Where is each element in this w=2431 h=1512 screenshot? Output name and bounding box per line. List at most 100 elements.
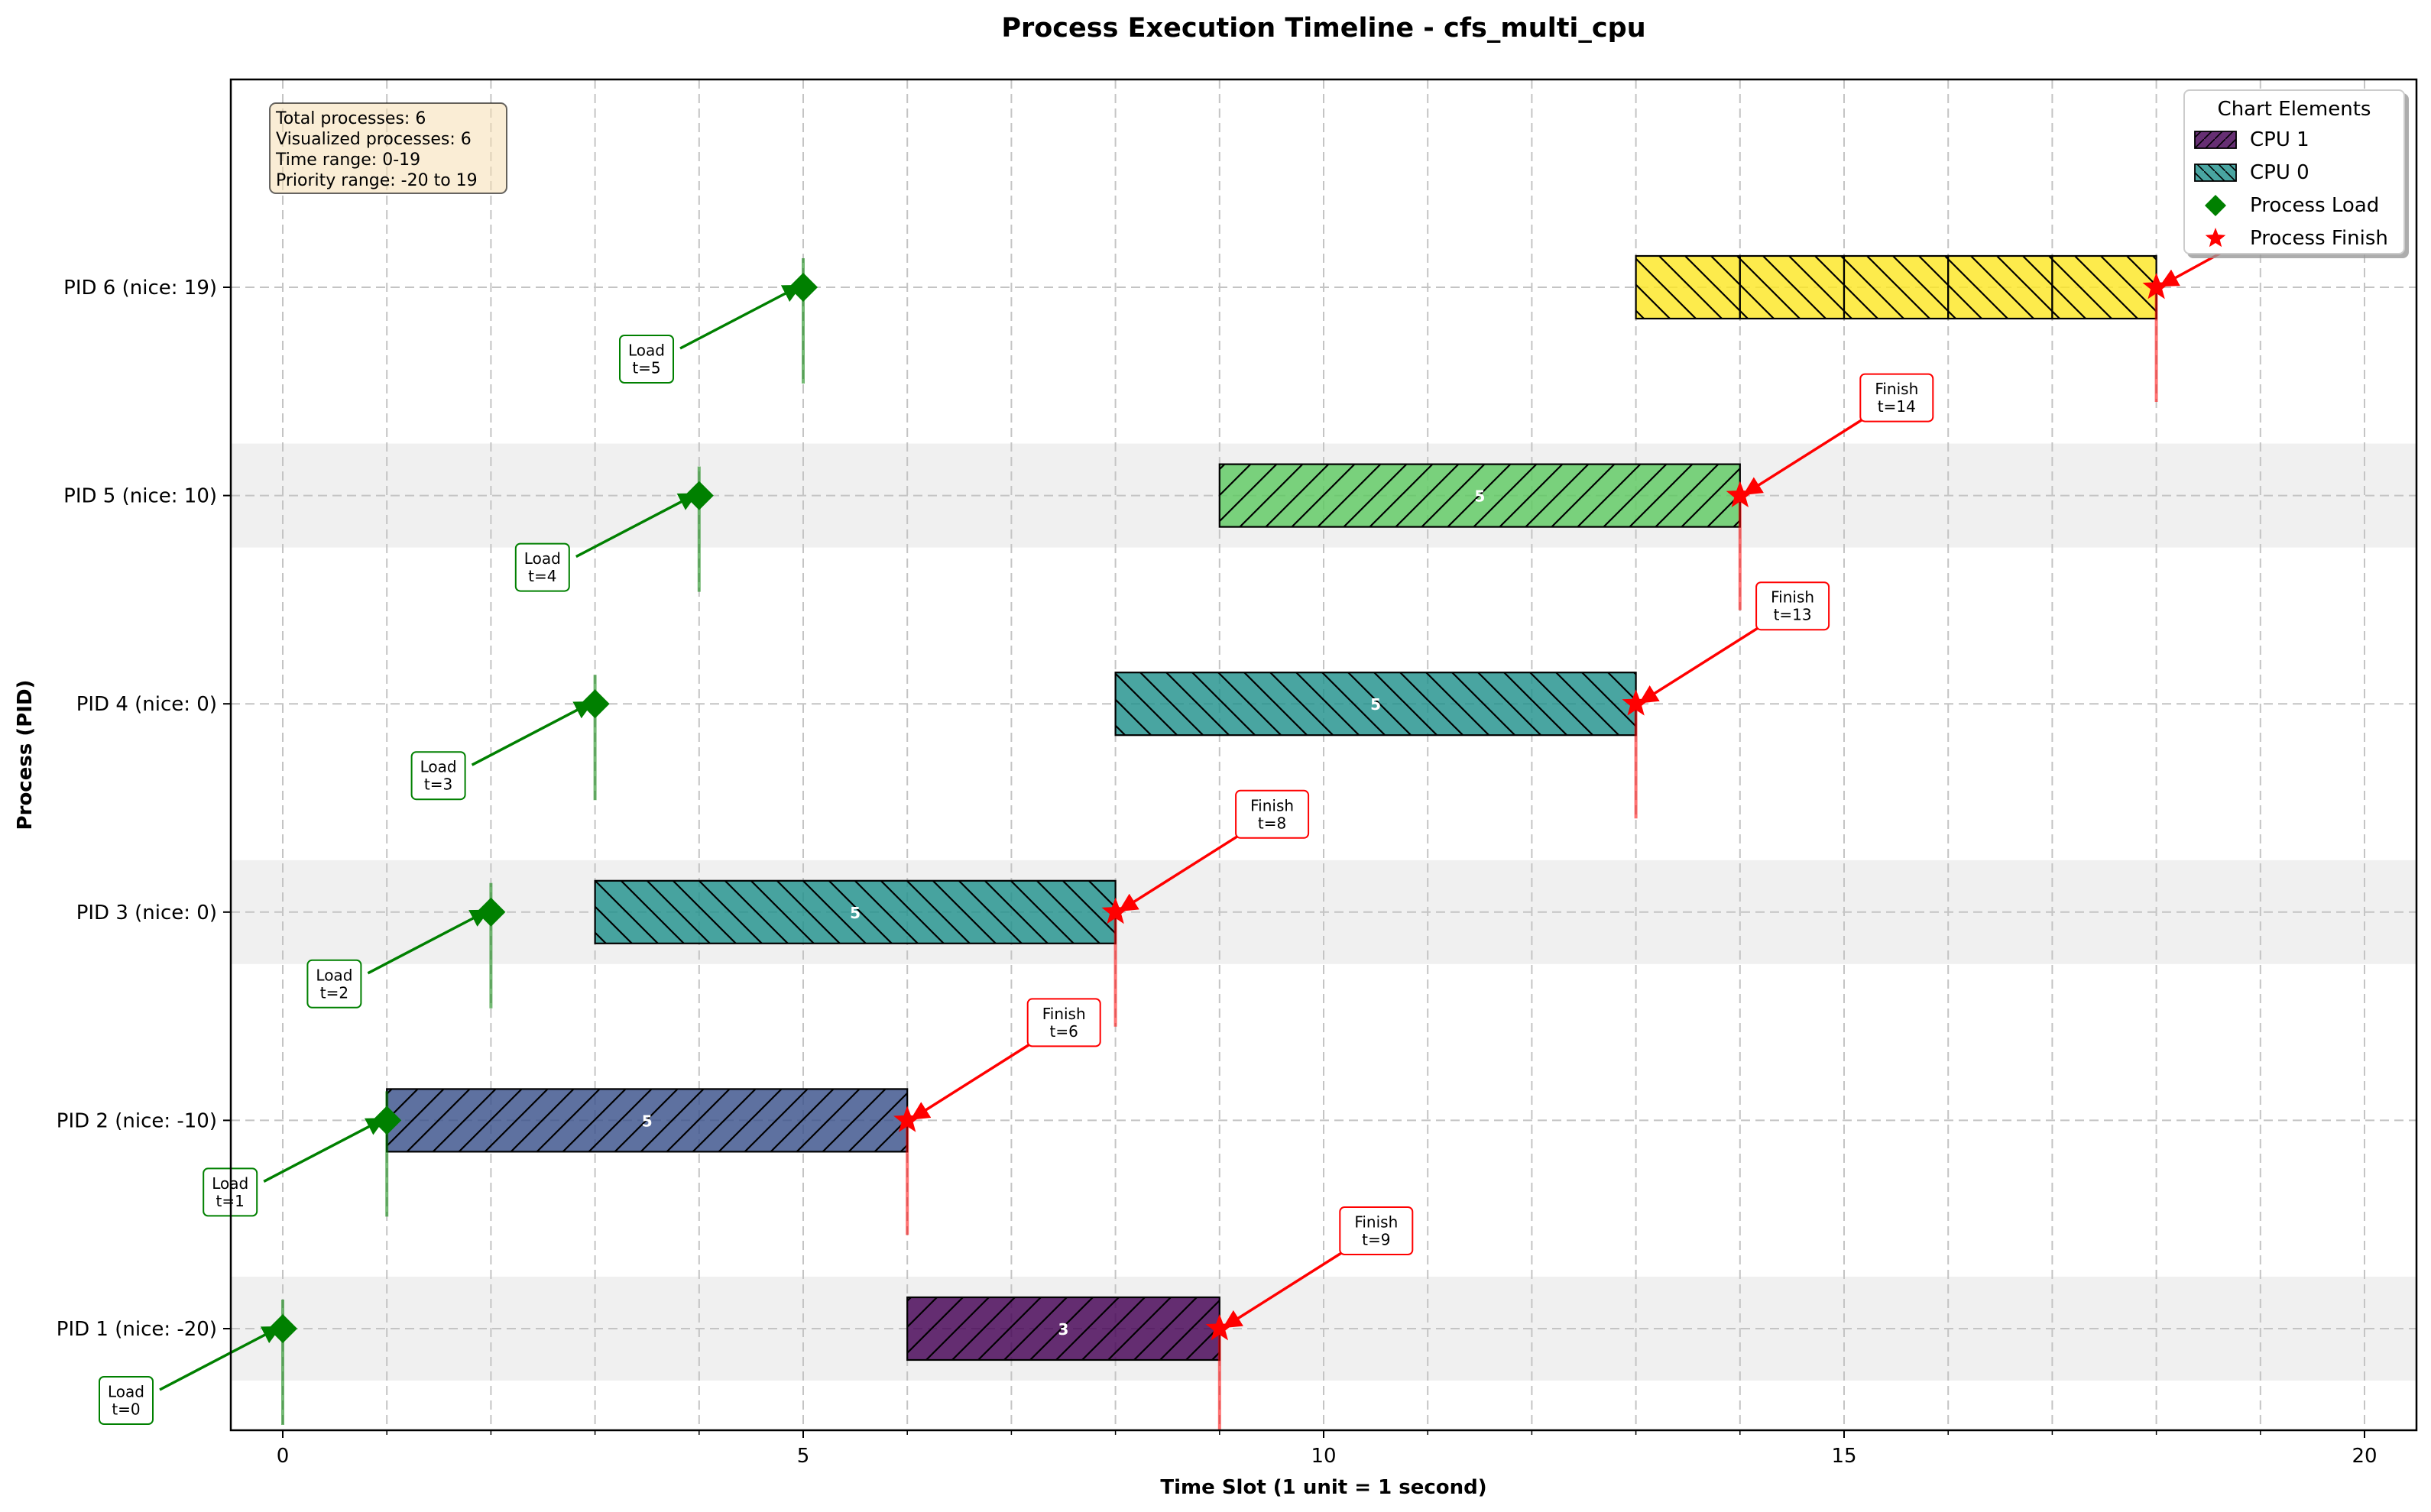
- load-label-box: [619, 335, 674, 384]
- segment-duration-label: 5: [850, 904, 861, 922]
- cpu-segment-hatch: [1635, 254, 1741, 320]
- load-diamond-marker: [372, 1106, 402, 1135]
- load-label-box: [99, 1376, 154, 1425]
- x-tick-label: 20: [2352, 1445, 2377, 1468]
- finish-star-marker: [893, 1106, 922, 1132]
- load-arrow: [159, 1326, 282, 1391]
- load-label-text-line: Load: [108, 1383, 144, 1401]
- finish-label-text-line: Finish: [1354, 1213, 1398, 1232]
- cpu-segment-hatch: [594, 879, 1117, 944]
- segment-duration-label: 5: [642, 1112, 653, 1130]
- y-tick-label: PID 3 (nice: 0): [76, 902, 217, 924]
- load-label-text: Load t=3: [420, 758, 457, 794]
- finish-arrow: [2159, 249, 2226, 287]
- finish-label-text-line: Finish: [1875, 380, 1918, 398]
- info-box-line: Total processes: 6: [275, 109, 426, 128]
- load-diamond-marker: [268, 1314, 297, 1343]
- finish-arrow: [1118, 834, 1240, 912]
- info-box-line: Time range: 0-19: [275, 151, 420, 170]
- load-label-text: Load t=5: [628, 342, 665, 377]
- load-annotation: Load t=5: [619, 284, 802, 384]
- legend-swatch-hatch: [2194, 131, 2237, 149]
- load-arrow: [471, 701, 594, 766]
- finish-annotation: [2159, 249, 2226, 287]
- finish-label-text-line: Finish: [1771, 588, 1814, 607]
- legend-title: Chart Elements: [2218, 98, 2371, 121]
- finish-star-marker: [1726, 481, 1754, 507]
- load-diamond-marker: [684, 481, 714, 510]
- finish-label-text-line: t=6: [1050, 1022, 1078, 1041]
- finish-label-text-line: t=14: [1878, 397, 1916, 416]
- load-annotation: Load t=4: [514, 493, 698, 592]
- x-tick-label: 5: [797, 1445, 810, 1468]
- finish-label-text: Finish t=6: [1042, 1005, 1086, 1041]
- info-box: Total processes: 6 Visualized processes: …: [269, 102, 507, 194]
- load-label-text: Load t=4: [524, 549, 561, 585]
- load-arrow: [679, 284, 802, 350]
- load-annotation: Load t=2: [306, 909, 490, 1009]
- finish-arrow: [1222, 1251, 1344, 1329]
- legend-entry-label: CPU 0: [2250, 161, 2309, 184]
- load-label-text-line: Load: [628, 342, 665, 360]
- load-diamond-marker: [580, 689, 610, 719]
- load-diamond-marker: [789, 273, 818, 302]
- segment-duration-label: 5: [1370, 695, 1381, 714]
- finish-label-text: Finish t=13: [1771, 588, 1814, 624]
- finish-star-marker: [2142, 273, 2170, 299]
- finish-label-box: [1026, 998, 1101, 1047]
- load-annotation: Load t=3: [410, 701, 594, 801]
- finish-label-text-line: t=9: [1362, 1231, 1390, 1249]
- x-tick-label: 0: [277, 1445, 290, 1468]
- finish-arrow: [1638, 626, 1760, 704]
- load-arrow: [575, 493, 698, 559]
- finish-annotation: Finish t=14: [1742, 373, 1934, 496]
- x-tick-label: 15: [1831, 1445, 1856, 1468]
- finish-star-marker: [1101, 897, 1130, 924]
- legend-finish-star: [2205, 228, 2226, 248]
- load-label-text-line: t=3: [424, 775, 452, 794]
- y-tick-label: PID 6 (nice: 19): [63, 277, 217, 299]
- legend-frame: [2183, 89, 2405, 254]
- cpu-segment-hatch: [1218, 463, 1741, 528]
- finish-annotation: Finish t=6: [910, 998, 1101, 1120]
- finish-star-marker: [1205, 1314, 1233, 1341]
- load-annotation: Load t=0: [99, 1326, 282, 1425]
- info-box-line: Priority range: -20 to 19: [276, 171, 478, 190]
- load-label-text-line: t=5: [632, 359, 660, 377]
- cpu-segment-hatch: [2051, 254, 2157, 320]
- info-box-frame: [269, 102, 507, 194]
- finish-label-text-line: t=8: [1258, 814, 1286, 832]
- finish-label-box: [1755, 581, 1830, 631]
- info-box-line: Visualized processes: 6: [276, 130, 472, 149]
- chart-title: Process Execution Timeline - cfs_multi_c…: [1001, 13, 1645, 44]
- cpu-segment-hatch: [386, 1088, 909, 1153]
- load-label-text-line: Load: [316, 966, 352, 984]
- legend-entry-label: CPU 1: [2250, 128, 2309, 151]
- segment-duration-label: 5: [1474, 487, 1485, 506]
- cpu-segment-hatch: [1843, 254, 1950, 320]
- load-label-text-line: t=2: [320, 983, 348, 1002]
- legend-load-diamond: [2205, 195, 2226, 216]
- finish-arrow: [910, 1042, 1032, 1120]
- y-tick-label: PID 2 (nice: -10): [57, 1109, 217, 1132]
- load-label-text-line: t=4: [528, 567, 556, 585]
- legend-entry-label: Process Finish: [2250, 227, 2388, 250]
- finish-label-box: [1339, 1206, 1414, 1255]
- load-label-text: Load t=0: [108, 1383, 144, 1419]
- finish-label-text-line: t=13: [1774, 606, 1812, 624]
- finish-star-marker: [1622, 689, 1650, 716]
- legend: Chart Elements CPU 1 CPU 0 Process Load Proc…: [2183, 89, 2405, 254]
- load-label-box: [514, 542, 570, 592]
- load-diamond-marker: [476, 897, 506, 927]
- finish-label-text: Finish t=14: [1875, 380, 1918, 416]
- x-tick-label: 10: [1311, 1445, 1336, 1468]
- legend-swatch-hatch: [2194, 164, 2237, 182]
- load-arrow: [367, 909, 490, 975]
- finish-label-text: Finish t=8: [1250, 796, 1294, 832]
- cpu-segment-hatch: [1114, 672, 1637, 737]
- finish-label-text-line: Finish: [1042, 1005, 1086, 1023]
- finish-label-box: [1859, 373, 1934, 423]
- y-axis-label: Process (PID): [14, 680, 37, 830]
- segment-duration-label: 3: [1058, 1320, 1069, 1339]
